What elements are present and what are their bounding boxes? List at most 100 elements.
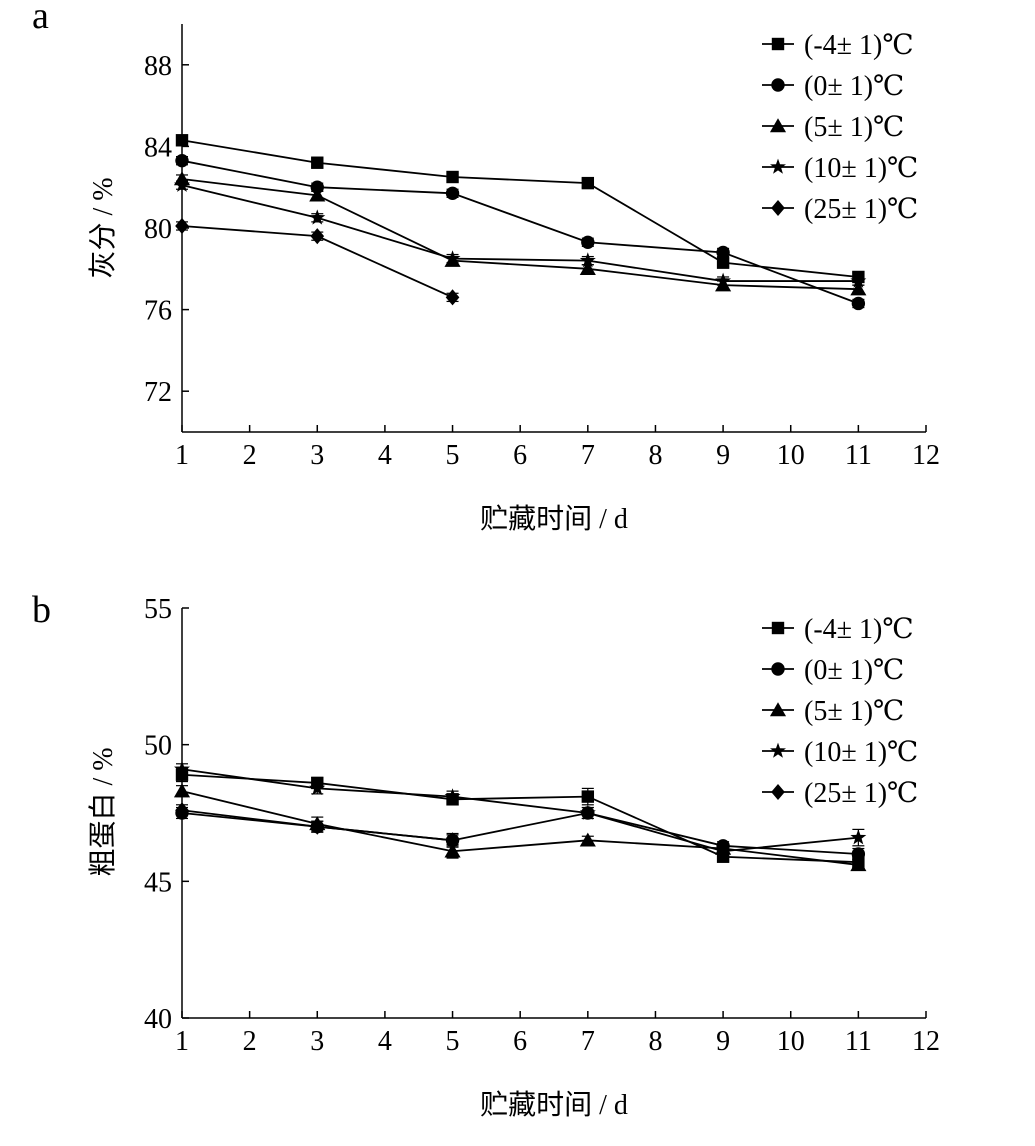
- legend-marker: [771, 783, 785, 801]
- data-point: [445, 186, 460, 201]
- y-tick-label: 72: [144, 377, 172, 408]
- x-tick-label: 7: [581, 440, 595, 471]
- legend-marker: [771, 199, 785, 217]
- legend-label: (25± 1)℃: [804, 778, 918, 809]
- y-tick-label: 40: [144, 1004, 172, 1035]
- data-point: [716, 245, 730, 260]
- legend-marker: [771, 37, 785, 51]
- y-tick-label: 50: [144, 731, 172, 762]
- legend: (-4± 1)℃ (0± 1)℃ (5± 1)℃ (10± 1)℃ (25± 1)℃: [762, 614, 918, 809]
- x-tick-label: 9: [716, 1026, 730, 1057]
- data-point: [716, 256, 730, 269]
- series-line: [181, 184, 859, 282]
- legend-marker: [770, 742, 786, 758]
- x-tick-label: 7: [581, 1026, 595, 1057]
- y-tick-label: 88: [144, 51, 172, 82]
- data-point: [309, 209, 326, 225]
- legend-marker: [769, 702, 787, 717]
- x-tick-label: 3: [310, 440, 324, 471]
- x-tick-label: 5: [446, 1026, 460, 1057]
- y-tick-label: 45: [144, 867, 172, 898]
- data-point: [715, 272, 732, 288]
- data-point: [581, 176, 595, 190]
- x-tick-label: 2: [243, 440, 257, 471]
- panel-label: b: [32, 589, 51, 631]
- x-tick-label: 1: [175, 1026, 189, 1057]
- data-point: [581, 790, 595, 803]
- series-line: [181, 773, 859, 864]
- x-tick-label: 5: [446, 440, 460, 471]
- x-tick-label: 11: [845, 440, 872, 471]
- data-point: [444, 788, 461, 804]
- data-point: [310, 180, 324, 194]
- data-point: [310, 818, 325, 835]
- legend-label: (25± 1)℃: [804, 194, 918, 225]
- data-point: [579, 252, 596, 268]
- data-point: [581, 235, 595, 249]
- x-tick-label: 6: [513, 440, 527, 471]
- legend-label: (-4± 1)℃: [804, 614, 914, 645]
- data-point: [444, 843, 461, 858]
- legend-marker: [769, 118, 787, 133]
- series-line: [181, 790, 859, 866]
- data-point: [850, 272, 867, 288]
- data-point: [851, 847, 866, 861]
- data-point: [173, 783, 191, 798]
- y-tick-label: 84: [144, 132, 172, 163]
- legend-label: (5± 1)℃: [804, 112, 904, 143]
- data-point: [446, 170, 459, 184]
- data-point: [850, 857, 867, 872]
- data-point: [175, 153, 189, 168]
- legend: (-4± 1)℃ (0± 1)℃ (5± 1)℃ (10± 1)℃ (25± 1)℃: [762, 30, 918, 225]
- data-point: [579, 832, 596, 847]
- data-point: [174, 176, 190, 192]
- y-tick-label: 76: [144, 296, 172, 327]
- series-line: [181, 159, 859, 305]
- x-tick-label: 10: [777, 440, 805, 471]
- data-point: [309, 780, 326, 796]
- legend-label: (0± 1)℃: [804, 71, 904, 102]
- y-axis-label: 灰分 / %: [87, 177, 119, 278]
- x-tick-label: 10: [777, 1026, 805, 1057]
- data-point: [444, 250, 461, 266]
- x-tick-label: 8: [648, 1026, 662, 1057]
- data-point: [445, 832, 460, 849]
- legend-label: (10± 1)℃: [804, 153, 918, 184]
- data-point: [174, 760, 190, 777]
- y-axis-label: 粗蛋白 / %: [87, 747, 119, 876]
- y-tick-label: 55: [144, 594, 172, 625]
- legend-marker: [771, 78, 785, 92]
- data-point: [850, 281, 867, 296]
- data-point: [309, 187, 326, 202]
- x-axis-label: 贮藏时间 / d: [480, 1089, 628, 1121]
- legend-label: (-4± 1)℃: [804, 30, 914, 61]
- data-point: [310, 228, 325, 245]
- x-tick-label: 3: [310, 1026, 324, 1057]
- x-tick-label: 4: [378, 1026, 392, 1057]
- data-point: [175, 134, 189, 147]
- x-tick-label: 9: [716, 440, 730, 471]
- panel-label: a: [32, 0, 49, 37]
- x-tick-label: 8: [648, 440, 662, 471]
- data-point: [175, 802, 189, 819]
- x-tick-label: 1: [175, 440, 189, 471]
- series-line: [181, 178, 859, 291]
- data-point: [579, 804, 596, 820]
- x-tick-label: 12: [912, 440, 940, 471]
- data-point: [175, 217, 189, 235]
- x-tick-label: 11: [845, 1026, 872, 1057]
- data-point: [850, 829, 867, 845]
- legend-label: (0± 1)℃: [804, 655, 904, 686]
- data-point: [715, 842, 732, 859]
- legend-label: (10± 1)℃: [804, 737, 918, 768]
- x-tick-label: 6: [513, 1026, 527, 1057]
- data-point: [311, 156, 324, 169]
- legend-label: (5± 1)℃: [804, 696, 904, 727]
- legend-marker: [771, 662, 785, 676]
- x-tick-label: 12: [912, 1026, 940, 1057]
- legend-marker: [770, 158, 786, 174]
